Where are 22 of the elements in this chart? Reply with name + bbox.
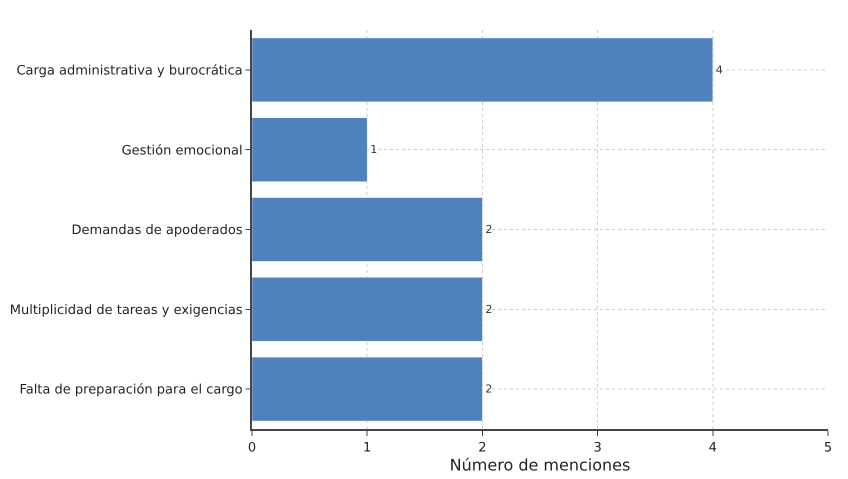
y-tick-label: Carga administrativa y burocrática (16, 63, 243, 78)
data-label: 2 (485, 302, 492, 316)
bar (252, 118, 368, 182)
bar (252, 197, 483, 262)
bar (252, 38, 714, 102)
data-label: 2 (485, 223, 492, 236)
bar (252, 277, 483, 342)
data-label: 1 (370, 143, 378, 156)
bar (252, 356, 483, 422)
y-tick-label: Demandas de apoderados (72, 223, 243, 238)
y-tick-label: Multiplicidad de tareas y exigencias (10, 302, 243, 318)
y-tick-label: Gestión emocional (122, 143, 243, 158)
x-tick-label: 3 (593, 440, 602, 456)
data-label: 2 (485, 382, 492, 396)
y-tick-label: Falta de preparación para el cargo (19, 382, 243, 398)
x-tick-label: 4 (708, 440, 717, 456)
x-tick-label: 1 (363, 440, 372, 456)
data-label: 4 (716, 63, 723, 76)
x-axis-title: Número de menciones (450, 455, 630, 474)
x-tick-label: 2 (478, 440, 487, 456)
x-tick-label: 0 (248, 440, 256, 456)
x-tick-label: 5 (824, 440, 832, 456)
